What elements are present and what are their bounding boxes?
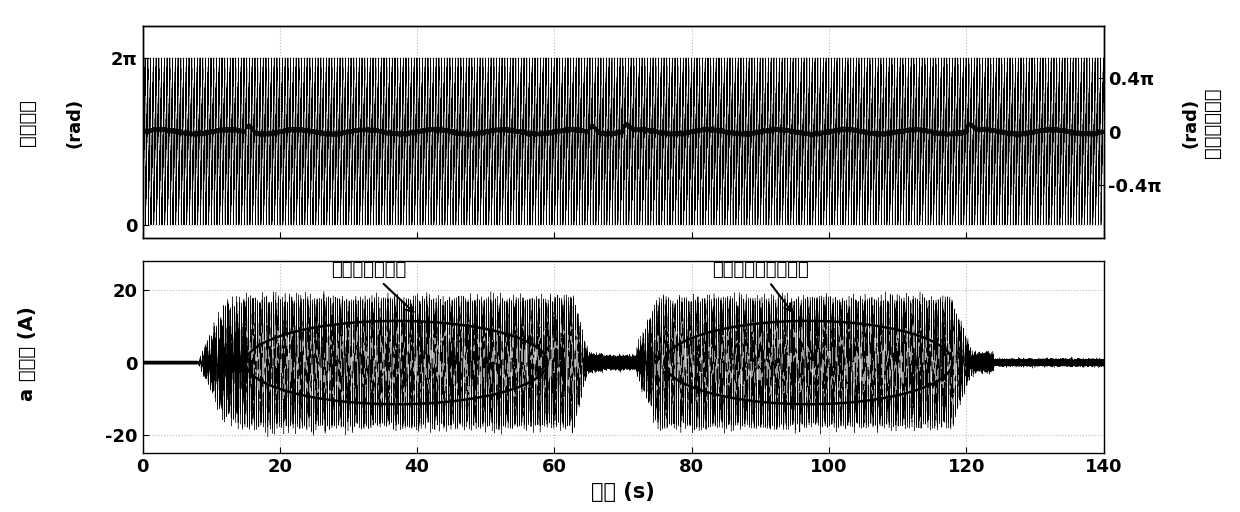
Text: (rad): (rad): [1182, 98, 1199, 148]
X-axis label: 时间 (s): 时间 (s): [591, 482, 655, 502]
Text: 估计位置: 估计位置: [17, 99, 37, 146]
Text: (rad): (rad): [66, 98, 83, 148]
Text: 加载至额定负载: 加载至额定负载: [331, 261, 413, 312]
Text: 位置估计误差: 位置估计误差: [1203, 88, 1223, 158]
Text: 反向加载至额定负载: 反向加载至额定负载: [712, 261, 808, 311]
Text: a 相电流 (A): a 相电流 (A): [17, 306, 37, 401]
